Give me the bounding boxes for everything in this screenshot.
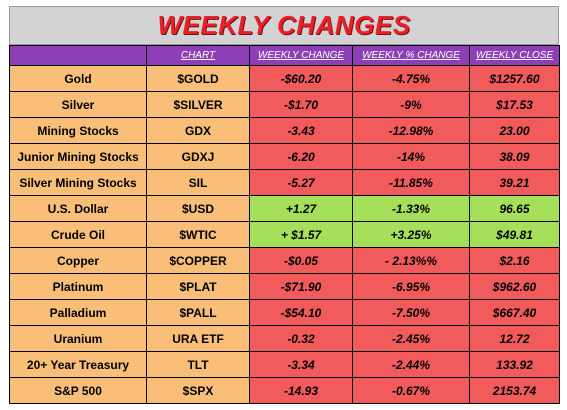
weekly-pct-change-value: -6.95%	[352, 273, 470, 300]
table-row: Platinum $PLAT -$71.90 -6.95% $962.60	[9, 273, 560, 300]
weekly-pct-change-value: - 2.13%%	[352, 247, 470, 274]
asset-name: Crude Oil	[9, 221, 147, 248]
weekly-close-value: $49.81	[469, 221, 560, 248]
weekly-pct-change-value: -1.33%	[352, 195, 470, 222]
weekly-close-value: $1257.60	[469, 65, 560, 92]
weekly-change-value: -$60.20	[249, 65, 353, 92]
asset-name: Junior Mining Stocks	[9, 143, 147, 170]
table-row: Junior Mining Stocks GDXJ -6.20 -14% 38.09	[9, 143, 560, 170]
weekly-close-value: $2.16	[469, 247, 560, 274]
weekly-pct-change-value: -9%	[352, 91, 470, 118]
weekly-close-value: 39.21	[469, 169, 560, 196]
weekly-close-value: 23.00	[469, 117, 560, 144]
weekly-close-value: 2153.74	[469, 377, 560, 404]
header-name	[9, 45, 147, 66]
asset-name: Palladium	[9, 299, 147, 326]
table-row: Copper $COPPER -$0.05- 2.13%% $2.16	[9, 247, 560, 274]
table-row: Palladium $PALL -$54.10 -7.50% $667.40	[9, 299, 560, 326]
asset-symbol: URA ETF	[146, 325, 250, 352]
weekly-change-value: + $1.57	[249, 221, 353, 248]
weekly-change-value: -$54.10	[249, 299, 353, 326]
asset-name: Silver Mining Stocks	[9, 169, 147, 196]
header-weekly-change: WEEKLY CHANGE	[249, 45, 353, 66]
weekly-changes-panel: WEEKLY CHANGES CHART WEEKLY CHANGE WEEKL…	[9, 6, 560, 406]
asset-symbol: $PALL	[146, 299, 250, 326]
asset-name: Silver	[9, 91, 147, 118]
weekly-change-value: -6.20	[249, 143, 353, 170]
weekly-change-value: -$0.05	[249, 247, 353, 274]
table-row: 20+ Year Treasury TLT -3.34 -2.44% 133.92	[9, 351, 560, 378]
table-row: Silver Mining Stocks SIL -5.27 -11.85% 39.21	[9, 169, 560, 196]
title-bar: WEEKLY CHANGES	[9, 6, 559, 45]
weekly-changes-table: CHART WEEKLY CHANGE WEEKLY % CHANGE WEEK…	[9, 45, 560, 404]
asset-symbol: TLT	[146, 351, 250, 378]
weekly-pct-change-value: -7.50%	[352, 299, 470, 326]
table-row: Uranium URA ETF -0.32 -2.45% 12.72	[9, 325, 560, 352]
asset-symbol: $SILVER	[146, 91, 250, 118]
weekly-close-value: 38.09	[469, 143, 560, 170]
weekly-pct-change-value: -14%	[352, 143, 470, 170]
weekly-pct-change-value: +3.25%	[352, 221, 470, 248]
weekly-change-value: -14.93	[249, 377, 353, 404]
header-weekly-close: WEEKLY CLOSE	[469, 45, 560, 66]
asset-symbol: $GOLD	[146, 65, 250, 92]
asset-symbol: $SPX	[146, 377, 250, 404]
asset-name: U.S. Dollar	[9, 195, 147, 222]
asset-name: Mining Stocks	[9, 117, 147, 144]
table-row: Mining Stocks GDX -3.43 -12.98% 23.00	[9, 117, 560, 144]
asset-symbol: $PLAT	[146, 273, 250, 300]
weekly-close-value: 96.65	[469, 195, 560, 222]
asset-name: S&P 500	[9, 377, 147, 404]
weekly-pct-change-value: -12.98%	[352, 117, 470, 144]
weekly-pct-change-value: -11.85%	[352, 169, 470, 196]
weekly-change-value: +1.27	[249, 195, 353, 222]
weekly-change-value: -3.34	[249, 351, 353, 378]
asset-name: Uranium	[9, 325, 147, 352]
weekly-change-value: -$1.70	[249, 91, 353, 118]
header-weekly-pct-change: WEEKLY % CHANGE	[352, 45, 470, 66]
asset-name: 20+ Year Treasury	[9, 351, 147, 378]
weekly-close-value: $17.53	[469, 91, 560, 118]
weekly-close-value: 133.92	[469, 351, 560, 378]
asset-name: Copper	[9, 247, 147, 274]
weekly-change-value: -5.27	[249, 169, 353, 196]
header-chart-link[interactable]: CHART	[146, 45, 250, 66]
table-row: Silver $SILVER -$1.70 -9% $17.53	[9, 91, 560, 118]
asset-symbol: GDX	[146, 117, 250, 144]
page-title: WEEKLY CHANGES	[157, 10, 411, 40]
asset-symbol: GDXJ	[146, 143, 250, 170]
asset-symbol: $COPPER	[146, 247, 250, 274]
asset-name: Gold	[9, 65, 147, 92]
weekly-change-value: -$71.90	[249, 273, 353, 300]
weekly-close-value: $962.60	[469, 273, 560, 300]
header-row: CHART WEEKLY CHANGE WEEKLY % CHANGE WEEK…	[9, 45, 560, 66]
weekly-change-value: -3.43	[249, 117, 353, 144]
asset-symbol: SIL	[146, 169, 250, 196]
asset-name: Platinum	[9, 273, 147, 300]
asset-symbol: $USD	[146, 195, 250, 222]
table-row: U.S. Dollar $USD +1.27 -1.33% 96.65	[9, 195, 560, 222]
weekly-close-value: $667.40	[469, 299, 560, 326]
weekly-pct-change-value: -4.75%	[352, 65, 470, 92]
weekly-pct-change-value: -2.45%	[352, 325, 470, 352]
weekly-change-value: -0.32	[249, 325, 353, 352]
weekly-close-value: 12.72	[469, 325, 560, 352]
weekly-pct-change-value: -0.67%	[352, 377, 470, 404]
table-row: Gold $GOLD -$60.20 -4.75% $1257.60	[9, 65, 560, 92]
weekly-pct-change-value: -2.44%	[352, 351, 470, 378]
table-row: Crude Oil $WTIC + $1.57 +3.25% $49.81	[9, 221, 560, 248]
asset-symbol: $WTIC	[146, 221, 250, 248]
table-row: S&P 500 $SPX -14.93 -0.67% 2153.74	[9, 377, 560, 404]
